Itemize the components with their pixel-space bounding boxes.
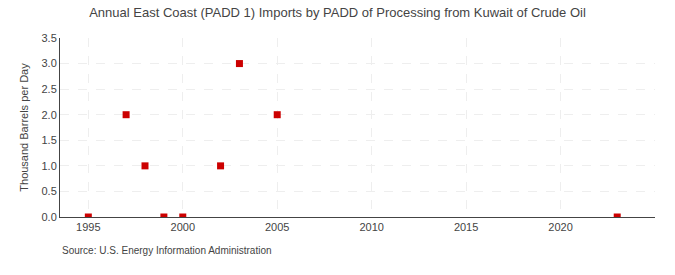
svg-text:2.0: 2.0 xyxy=(42,109,57,121)
svg-text:2015: 2015 xyxy=(454,221,478,233)
svg-text:1.5: 1.5 xyxy=(42,134,57,146)
svg-text:Thousand Barrels per Day: Thousand Barrels per Day xyxy=(18,63,30,192)
svg-text:0.0: 0.0 xyxy=(42,211,57,223)
svg-text:2.5: 2.5 xyxy=(42,83,57,95)
svg-text:2020: 2020 xyxy=(548,221,572,233)
svg-text:0.5: 0.5 xyxy=(42,185,57,197)
svg-text:3.0: 3.0 xyxy=(42,57,57,69)
svg-text:2000: 2000 xyxy=(171,221,195,233)
svg-text:3.5: 3.5 xyxy=(42,32,57,44)
svg-text:1995: 1995 xyxy=(76,221,100,233)
svg-text:1.0: 1.0 xyxy=(42,160,57,172)
svg-text:2005: 2005 xyxy=(265,221,289,233)
svg-text:Annual East Coast (PADD 1) Imp: Annual East Coast (PADD 1) Imports by PA… xyxy=(89,5,586,20)
svg-text:2010: 2010 xyxy=(359,221,383,233)
svg-text:Source: U.S. Energy Informatio: Source: U.S. Energy Information Administ… xyxy=(62,245,272,256)
